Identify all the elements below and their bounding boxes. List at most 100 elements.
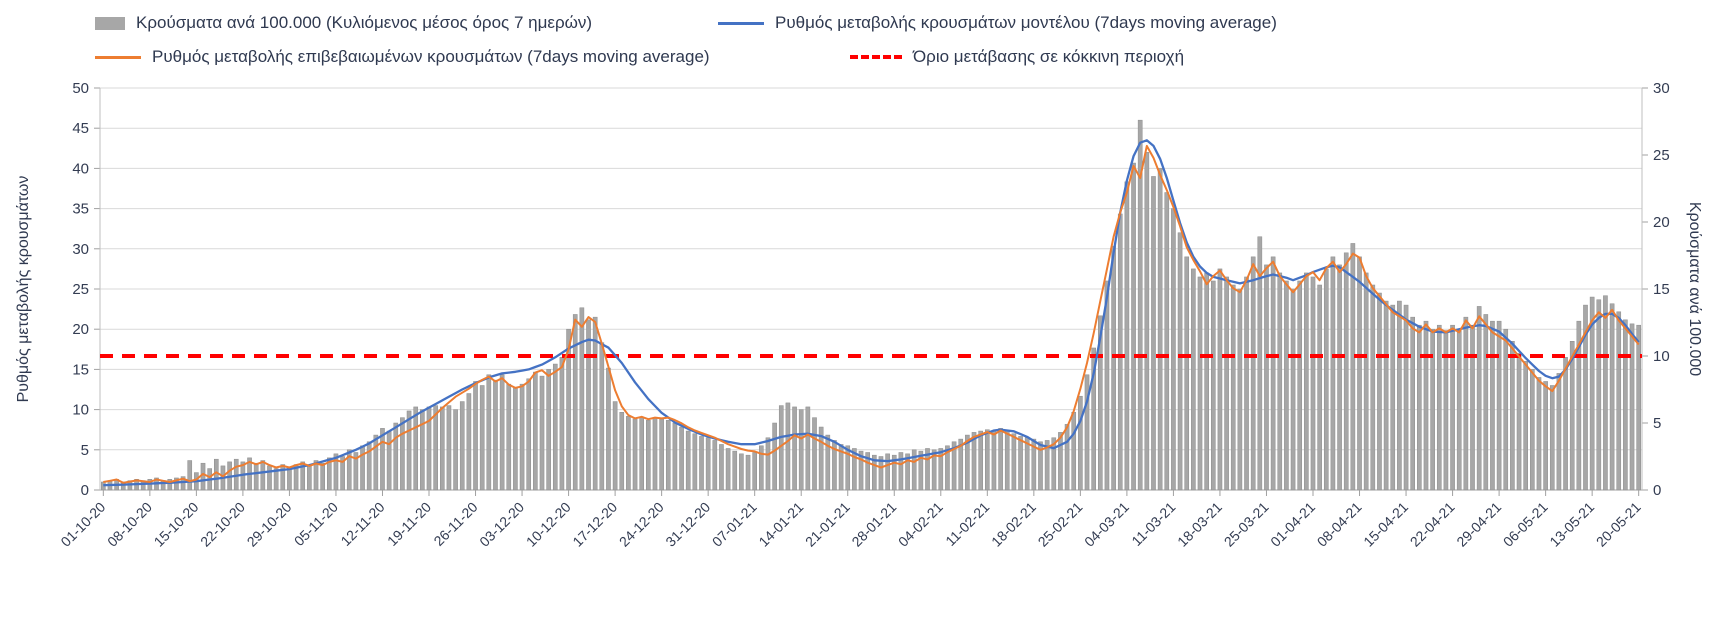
x-tick-label: 15-04-21 [1360,499,1411,550]
cases-bar [1310,276,1316,491]
cases-bar [1171,208,1176,491]
left-tick-label: 40 [72,160,89,177]
cases-bar [1270,256,1276,491]
legend-label-cases-bars: Κρούσματα ανά 100.000 (Κυλιόμενος μέσος … [136,13,593,32]
cases-bar [1144,152,1150,491]
cases-bar [626,416,631,491]
cases-bar [1157,168,1163,491]
cases-bar [1383,300,1389,491]
cases-bar [439,406,445,491]
cases-bar [971,432,977,491]
cases-bar [413,406,419,491]
cases-bar [499,374,505,491]
cases-bar [1556,373,1562,491]
cases-bar [1363,272,1369,491]
cases-bar [692,433,698,491]
red-dashed-swatch-icon [850,55,902,59]
cases-bar [911,449,917,491]
cases-bar [905,453,910,491]
legend-item-confirmed-line: Ρυθμός μεταβολής επιβεβαιωμένων κρουσμάτ… [95,46,710,68]
cases-bar [380,428,385,491]
cases-bar [373,434,379,491]
cases-bar [1483,314,1489,491]
legend-label-threshold: Όριο μετάβασης σε κόκκινη περιοχή [913,47,1185,66]
cases-bar [1230,284,1236,491]
x-tick-label: 13-05-21 [1546,499,1597,550]
x-tick-label: 05-11-20 [291,499,341,549]
cases-bar [1117,213,1123,491]
cases-bar [1510,341,1515,491]
cases-bar [679,426,684,491]
cases-bar [1417,324,1422,491]
orange-line-swatch-icon [95,55,141,59]
cases-bar [200,462,206,491]
cases-bar [958,438,964,491]
cases-bar [1436,324,1442,491]
cases-bar [526,378,532,491]
cases-bar [546,369,551,491]
cases-bar [798,409,804,491]
cases-bar [1104,280,1110,491]
cases-bar [386,430,392,491]
cases-bar [360,445,365,491]
cases-bar [872,454,877,491]
cases-bar [1476,306,1482,491]
cases-bar [1071,412,1077,491]
cases-bar [825,434,831,491]
cases-bar [340,456,345,491]
cases-bar [214,458,219,491]
cases-bar [300,461,306,491]
cases-bar [1423,320,1429,491]
x-tick-label: 01-04-21 [1267,499,1318,550]
cases-bar [1503,328,1509,491]
cases-bar [1496,320,1502,491]
cases-bar [1137,119,1143,491]
cases-bar [1217,268,1223,491]
legend-label-model-line: Ρυθμός μεταβολής κρουσμάτων μοντέλου (7d… [775,13,1277,32]
cases-bar [659,418,664,491]
cases-bar [313,460,319,491]
cases-bar [327,457,332,491]
cases-bar [187,460,193,491]
cases-bar [393,422,399,491]
cases-bar [1317,284,1322,491]
cases-bar [945,445,950,491]
x-tick-label: 04-03-21 [1081,499,1132,550]
x-tick-label: 25-02-21 [1035,499,1086,550]
cases-bar [878,456,884,491]
cases-bar [1443,330,1449,491]
cases-bar [1044,440,1050,491]
cases-bar [307,465,312,491]
cases-bar [852,448,857,491]
cases-bar [1164,192,1170,491]
cases-bar [1536,377,1542,491]
cases-bar [898,452,904,491]
left-tick-label: 30 [72,241,89,258]
cases-bar [1337,264,1342,491]
cases-bar [792,406,797,491]
x-tick-label: 31-12-20 [662,499,713,550]
x-tick-label: 18-02-21 [988,499,1039,550]
cases-bar [812,417,817,491]
bar-swatch-icon [95,16,125,30]
cases-bar [479,385,485,491]
cases-bar [1244,276,1249,491]
cases-bar [719,444,724,491]
legend-item-threshold: Όριο μετάβασης σε κόκκινη περιοχή [850,46,1184,68]
x-tick-label: 03-12-20 [476,499,527,550]
model-line [103,139,1640,487]
cases-bar [838,444,844,491]
cases-bar [420,409,425,491]
cases-bar [1397,300,1402,491]
cases-bar [1596,299,1602,491]
cases-bar [619,412,625,491]
x-tick-label: 25-03-21 [1221,499,1272,550]
cases-bar [1277,272,1283,491]
cases-bar [858,450,864,491]
x-tick-label: 18-03-21 [1174,499,1225,550]
cases-bar [1284,280,1289,491]
cases-bar [985,429,990,491]
cases-bar [400,417,405,491]
cases-bar [1004,430,1010,491]
